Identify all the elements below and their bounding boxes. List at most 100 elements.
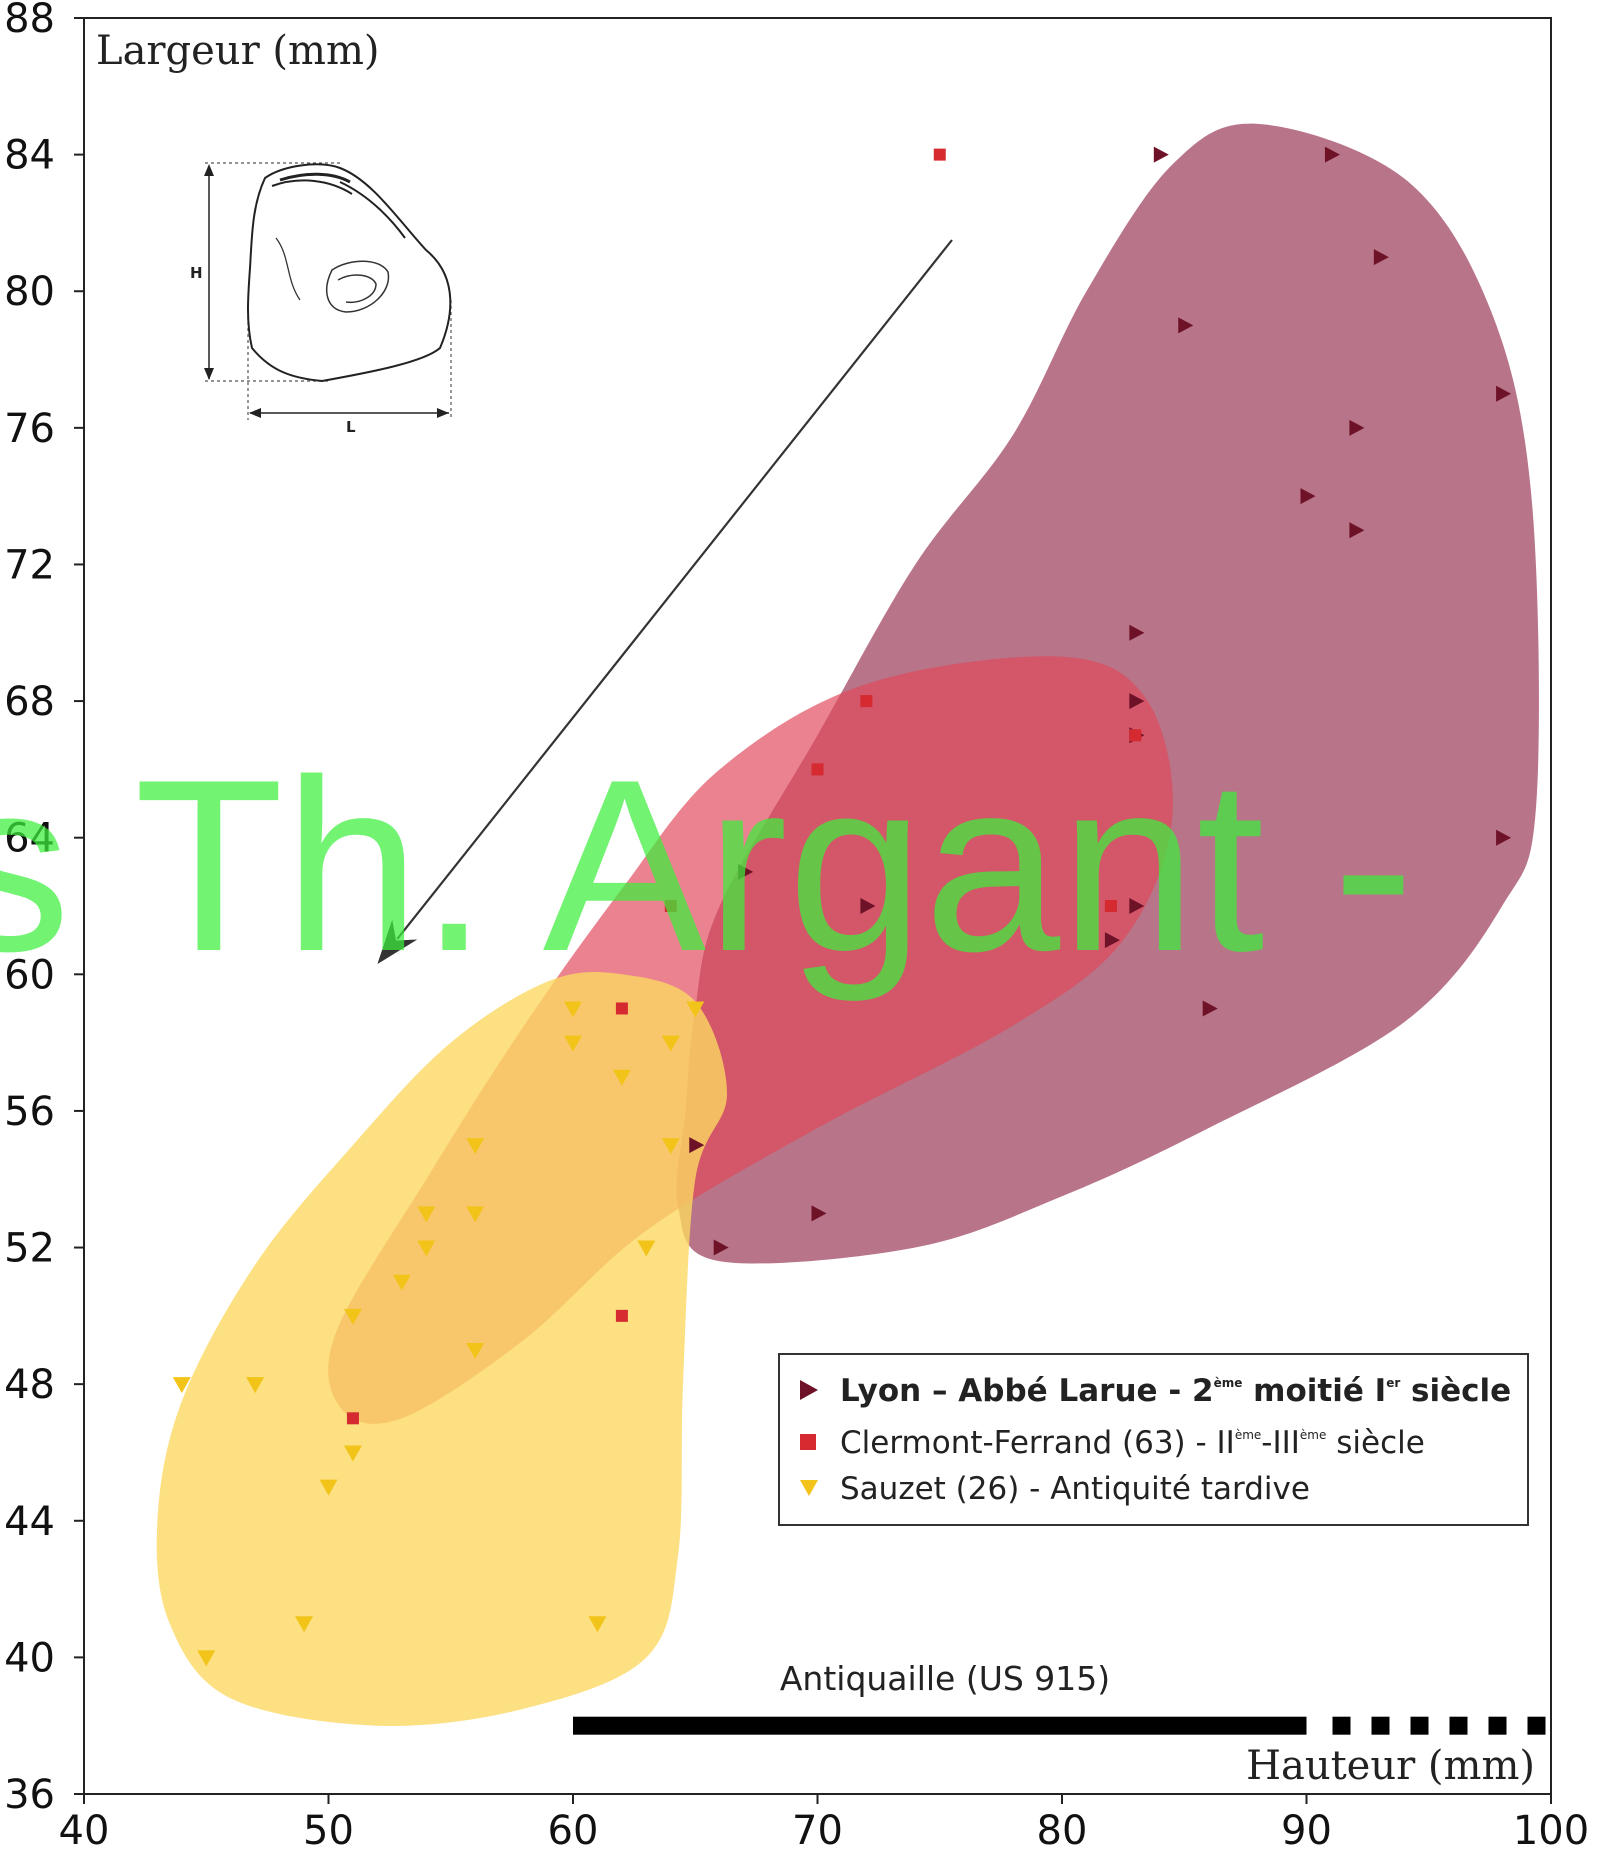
antiquaille-range: Antiquaille (US 915) <box>573 1659 1546 1735</box>
data-point-sauzet <box>564 1035 582 1052</box>
data-point-clermont <box>1104 900 1117 912</box>
y-tick-label: 48 <box>4 1362 55 1408</box>
x-tick-label: 70 <box>792 1808 843 1854</box>
data-point-lyon <box>738 863 754 880</box>
y-tick-label: 84 <box>4 133 55 179</box>
arrow-shaft <box>396 239 953 940</box>
y-tick-label: 88 <box>4 0 55 42</box>
data-point-clermont <box>1129 729 1142 742</box>
data-point-sauzet <box>319 1479 338 1496</box>
data-point-sauzet <box>417 1240 436 1257</box>
hull-sauzet <box>156 971 727 1726</box>
y-tick-label: 60 <box>4 952 55 998</box>
antiquaille-label: Antiquaille (US 915) <box>780 1659 1110 1698</box>
y-tick-label: 56 <box>4 1089 55 1135</box>
data-point-clermont <box>615 1002 628 1015</box>
x-tick-label: 90 <box>1281 1808 1332 1854</box>
data-point-clermont <box>860 695 873 708</box>
y-tick-label: 64 <box>4 816 55 862</box>
x-tick-label: 60 <box>548 1808 599 1854</box>
x-axis-title: Hauteur (mm) <box>1246 1743 1535 1789</box>
data-point-lyon <box>1349 522 1365 539</box>
x-tick-label: 100 <box>1513 1808 1589 1854</box>
antiquaille-dash-segment <box>1371 1716 1390 1735</box>
data-point-sauzet <box>661 1035 680 1052</box>
data-point-sauzet <box>588 1616 607 1633</box>
data-point-sauzet <box>661 1138 680 1155</box>
trend-arrow <box>377 239 953 965</box>
legend-marker-clermont <box>800 1434 816 1450</box>
data-point-sauzet <box>564 1001 582 1018</box>
arrow-head <box>377 919 418 965</box>
data-point-lyon <box>1178 317 1194 334</box>
y-tick-label: 40 <box>4 1635 55 1681</box>
antiquaille-dash-segment <box>1410 1716 1429 1735</box>
oyster-shell-sketch: H L <box>190 162 452 436</box>
x-tick-label: 80 <box>1037 1808 1088 1854</box>
data-point-sauzet <box>612 1069 631 1086</box>
data-point-sauzet <box>686 1001 705 1018</box>
y-tick-label: 72 <box>4 542 55 588</box>
data-point-sauzet <box>197 1650 216 1667</box>
legend-box <box>778 1353 1529 1526</box>
data-point-sauzet <box>466 1343 485 1359</box>
data-point-lyon <box>1129 898 1145 914</box>
antiquaille-solid-bar <box>573 1716 1307 1735</box>
y-tick-label: 68 <box>4 679 55 725</box>
data-point-sauzet <box>295 1616 314 1633</box>
x-tick-label: 40 <box>59 1808 110 1854</box>
data-point-lyon <box>1496 829 1512 846</box>
data-point-sauzet <box>343 1445 362 1462</box>
legend: Lyon – Abbé Larue - 2ème moitié Ier sièc… <box>778 1353 1529 1526</box>
data-point-lyon <box>1202 1000 1218 1017</box>
x-tick-label: 50 <box>303 1808 354 1854</box>
y-axis-title: Largeur (mm) <box>96 28 379 74</box>
y-tick-label: 52 <box>4 1226 55 1272</box>
data-point-sauzet <box>466 1138 485 1155</box>
data-point-lyon <box>689 1137 705 1154</box>
data-point-sauzet <box>246 1377 265 1394</box>
data-point-clermont <box>933 148 946 161</box>
data-point-sauzet <box>466 1206 485 1223</box>
y-tick-label: 76 <box>4 406 55 452</box>
antiquaille-dash-segment <box>1449 1716 1468 1735</box>
axes: Largeur (mm) Hauteur (mm) 40 50 60 70 80 90 10… <box>4 0 1589 1854</box>
antiquaille-dash-segment <box>1527 1716 1546 1735</box>
data-point-sauzet <box>343 1308 362 1325</box>
watermark-text: s Th. Argant - <box>0 728 1414 1002</box>
data-point-sauzet <box>392 1274 411 1291</box>
data-point-lyon <box>860 898 876 914</box>
y-tick-label: 36 <box>4 1772 55 1818</box>
data-point-lyon <box>1496 385 1512 402</box>
data-point-sauzet <box>172 1377 191 1394</box>
data-point-lyon <box>811 1205 827 1222</box>
data-point-lyon <box>1104 932 1120 949</box>
data-point-clermont <box>346 1412 359 1425</box>
data-point-lyon <box>713 1239 729 1256</box>
data-point-lyon <box>1324 146 1340 163</box>
data-point-clermont <box>664 900 677 912</box>
y-tick-label: 44 <box>4 1499 55 1545</box>
legend-marker-sauzet <box>800 1480 818 1496</box>
y-tick-label: 80 <box>4 269 55 315</box>
data-point-lyon <box>1373 249 1389 266</box>
hull-layer <box>156 123 1539 1726</box>
legend-label-sauzet: Sauzet (26) - Antiquité tardive <box>840 1471 1310 1507</box>
data-point-sauzet <box>417 1206 436 1223</box>
data-point-sauzet <box>637 1240 656 1257</box>
inset-height-label: H <box>190 264 203 282</box>
data-point-lyon <box>1300 488 1316 505</box>
antiquaille-dash-segment <box>1488 1716 1507 1735</box>
data-point-lyon <box>1349 419 1365 436</box>
inset-length-label: L <box>346 418 356 436</box>
data-point-lyon <box>1153 146 1169 163</box>
data-point-lyon <box>1129 624 1145 641</box>
legend-label-lyon: Lyon – Abbé Larue - 2ème moitié Ier sièc… <box>840 1373 1511 1409</box>
marker-layer <box>172 146 1512 1667</box>
antiquaille-dash-segment <box>1332 1716 1351 1735</box>
data-point-lyon <box>1129 693 1145 710</box>
data-point-clermont <box>811 763 824 776</box>
legend-label-clermont: Clermont-Ferrand (63) - IIème-IIIème siè… <box>840 1425 1425 1461</box>
data-point-clermont <box>615 1309 628 1322</box>
